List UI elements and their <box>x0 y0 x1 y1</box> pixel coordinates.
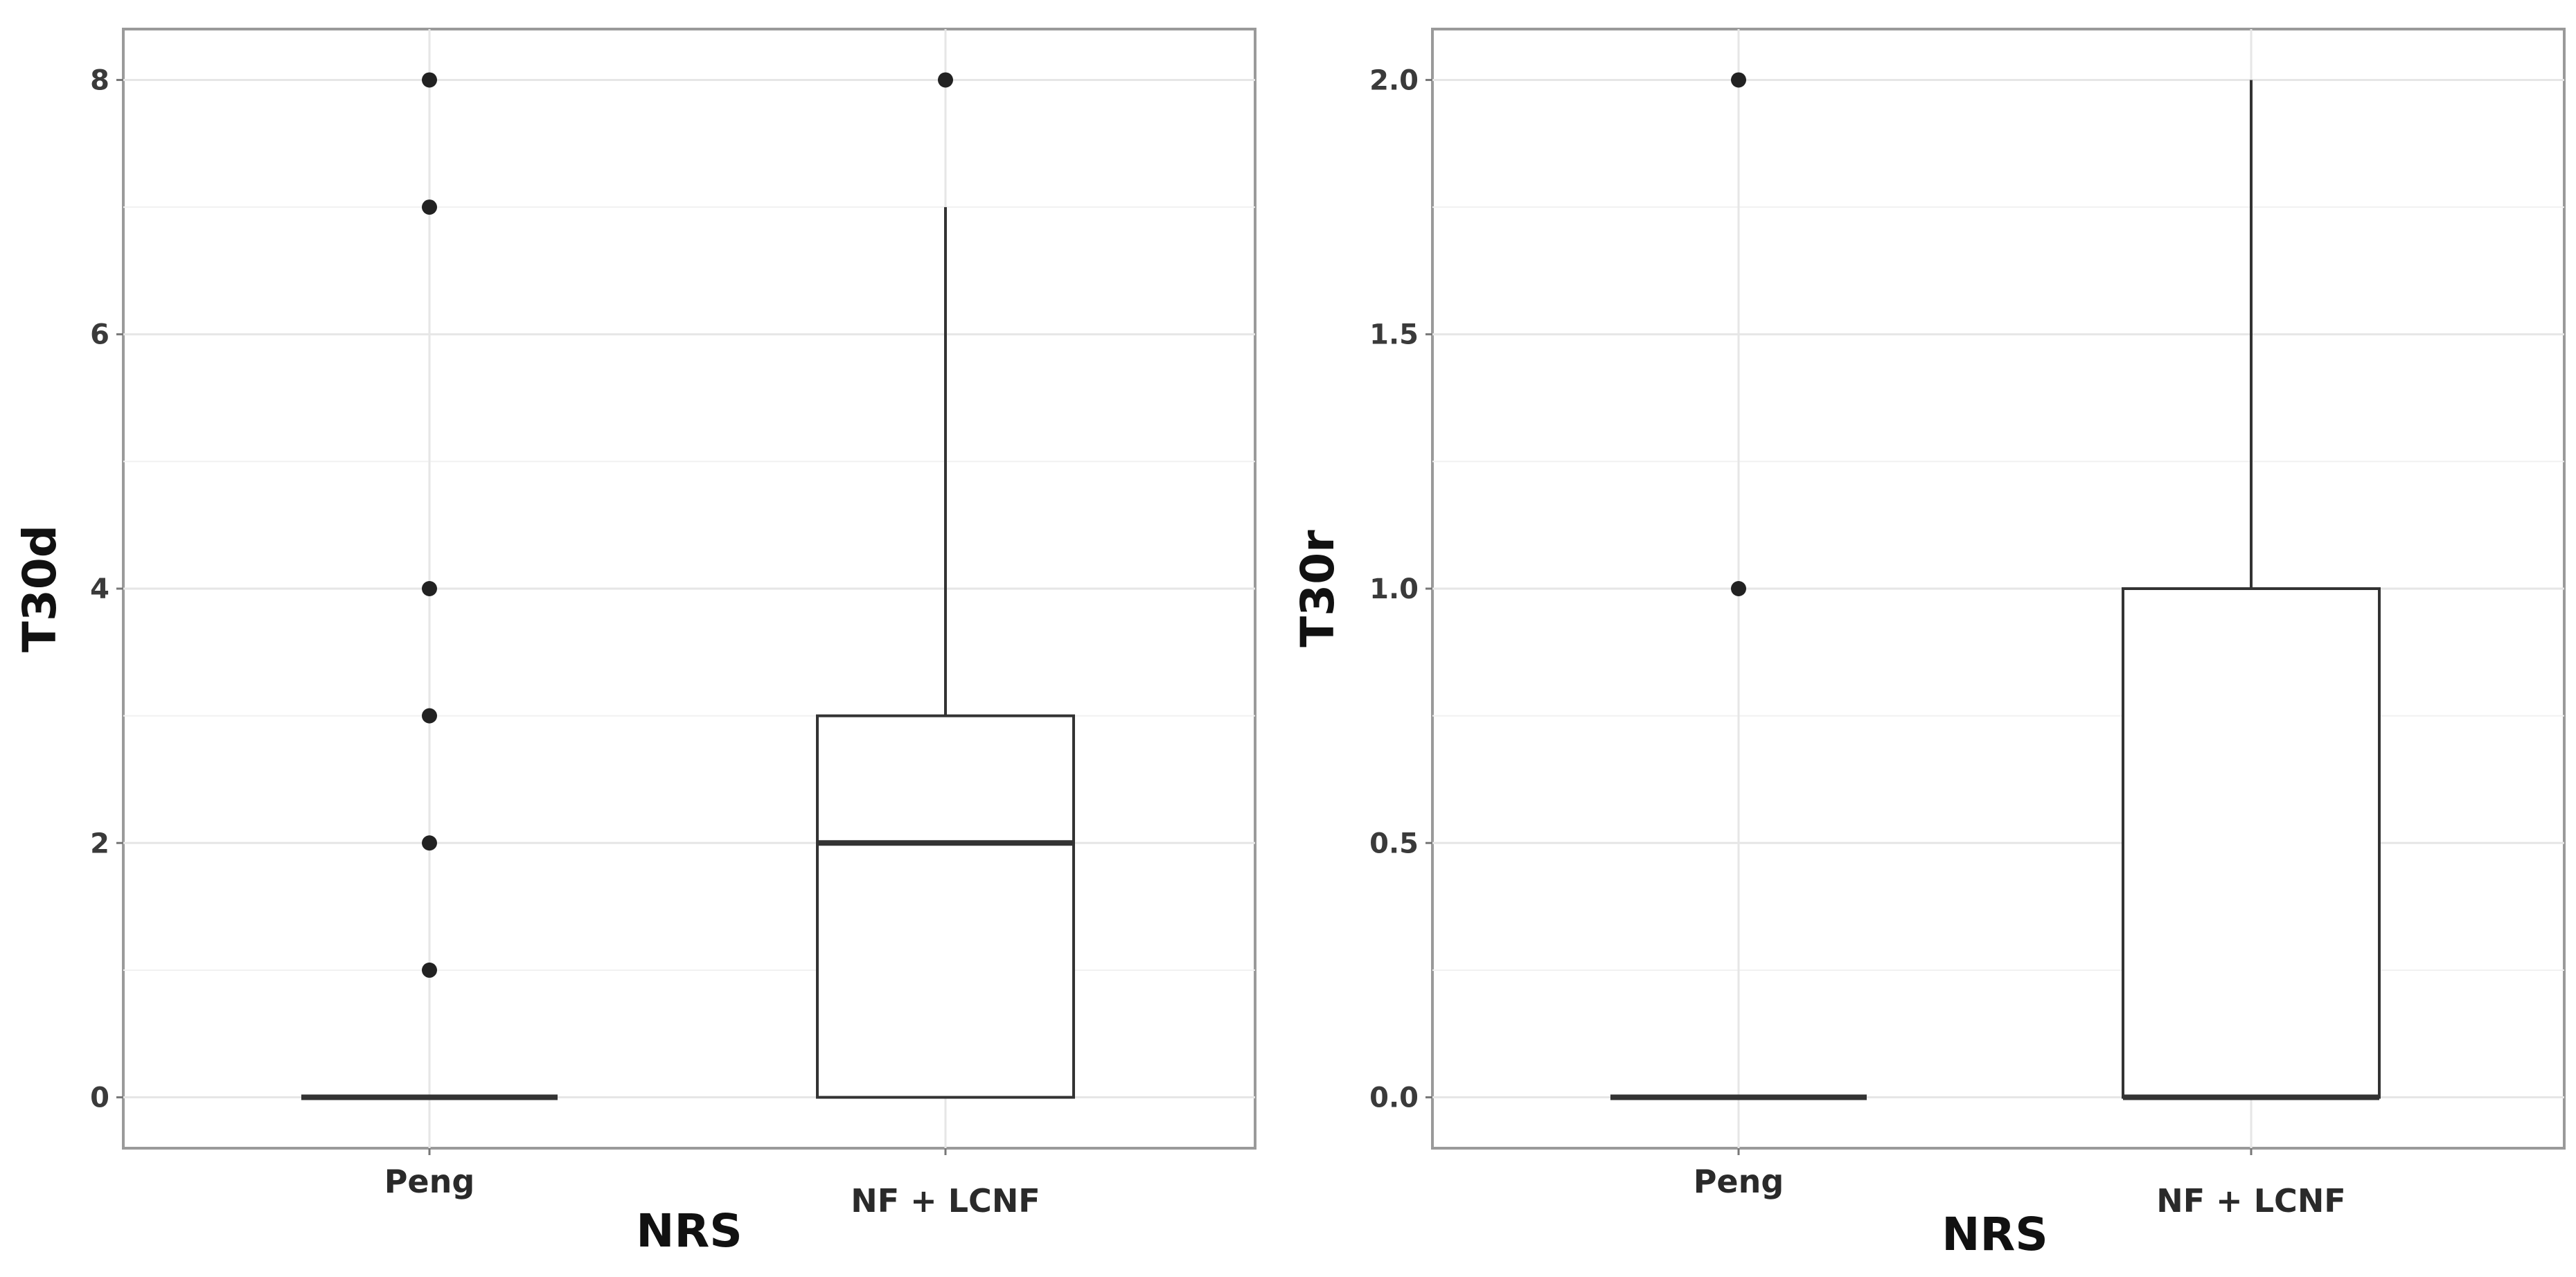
y-tick-label: 1.0 <box>1369 573 1419 605</box>
outlier-point <box>1731 581 1746 596</box>
y-tick-label: 6 <box>90 319 109 351</box>
y-tick-label: 0.0 <box>1369 1082 1419 1114</box>
chart-panel-2: 0.0 0.5 1.0 1.5 2.0 Peng NF + LCNF NRS T30r <box>1291 28 2566 1261</box>
y-tick-label: 2 <box>90 828 109 859</box>
box-peng <box>1610 72 1867 1100</box>
x-tick-label: Peng <box>1694 1163 1784 1200</box>
box-nf-lcnf <box>2122 80 2381 1100</box>
y-tick-label: 0 <box>90 1082 109 1114</box>
y-tick-label: 4 <box>90 573 109 605</box>
outlier-point <box>422 199 437 215</box>
y-tick-label: 8 <box>90 64 109 96</box>
box-nf-lcnf <box>816 72 1075 1099</box>
outlier-point <box>422 962 437 978</box>
x-tick-label: NF + LCNF <box>851 1182 1040 1220</box>
box-body <box>816 714 1075 1099</box>
chart-panel-1: 0 2 4 6 8 Peng NF + LCNF NRS T30d <box>13 28 1256 1258</box>
y-tick-label: 2.0 <box>1369 64 1419 96</box>
box-body <box>2122 587 2381 1099</box>
x-axis-title: NRS <box>1942 1208 2048 1261</box>
x-axis-title: NRS <box>636 1204 743 1258</box>
y-axis-title: T30r <box>1291 530 1344 648</box>
outlier-point <box>422 72 437 88</box>
y-axis-title: T30d <box>13 525 66 652</box>
y-tick-label: 1.5 <box>1369 319 1419 351</box>
box-peng <box>301 72 558 1100</box>
outlier-point <box>938 72 953 88</box>
outlier-point <box>1731 72 1746 88</box>
x-tick-label: NF + LCNF <box>2156 1182 2345 1220</box>
outlier-point <box>422 708 437 724</box>
outlier-point <box>422 581 437 596</box>
y-tick-label: 0.5 <box>1369 828 1419 859</box>
x-tick-label: Peng <box>384 1163 475 1200</box>
outlier-point <box>422 835 437 851</box>
